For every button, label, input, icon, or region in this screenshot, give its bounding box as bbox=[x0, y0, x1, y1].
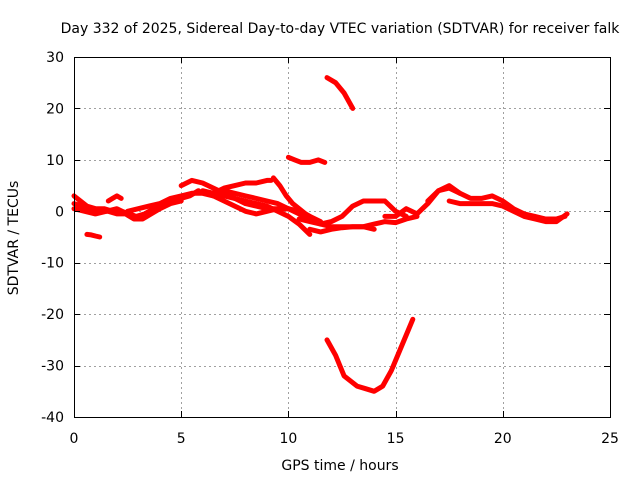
series-arc-5 bbox=[105, 193, 124, 204]
series-arc-14 bbox=[307, 213, 420, 235]
y-tick-label: -30 bbox=[41, 359, 64, 375]
y-tick-label: -20 bbox=[41, 307, 64, 323]
series-arc-16 bbox=[324, 316, 416, 394]
axis-ticks bbox=[74, 57, 610, 417]
y-tick-label: 10 bbox=[46, 153, 64, 169]
y-tick-label: 20 bbox=[46, 101, 64, 117]
x-tick-label: 10 bbox=[279, 431, 297, 447]
x-tick-label: 25 bbox=[601, 431, 619, 447]
y-tick-label: -10 bbox=[41, 256, 64, 272]
grid bbox=[74, 57, 610, 417]
series-arc-4 bbox=[84, 231, 103, 240]
x-axis-label: GPS time / hours bbox=[281, 458, 398, 474]
series-arc-13 bbox=[296, 198, 409, 227]
y-axis-label: SDTVAR / TECUs bbox=[6, 181, 22, 296]
series-arc-19 bbox=[446, 198, 570, 225]
y-tick-label: 0 bbox=[55, 204, 64, 220]
plot-frame bbox=[74, 57, 611, 418]
y-tick-label: 30 bbox=[46, 50, 64, 66]
series-arc-17 bbox=[382, 183, 568, 222]
x-tick-label: 20 bbox=[494, 431, 512, 447]
series-arc-3 bbox=[71, 206, 137, 219]
x-tick-label: 0 bbox=[70, 431, 79, 447]
chart-title: Day 332 of 2025, Sidereal Day-to-day VTE… bbox=[61, 21, 621, 37]
y-tick-label: -40 bbox=[41, 410, 64, 426]
series-layer bbox=[71, 75, 570, 394]
series-arc-18 bbox=[425, 185, 463, 204]
series-arc-8 bbox=[200, 177, 274, 196]
x-tick-label: 5 bbox=[177, 431, 186, 447]
tick-labels: 0 5 10 15 20 25 -40 -30 -20 -10 0 10 20 30 bbox=[41, 50, 619, 447]
x-tick-label: 15 bbox=[387, 431, 405, 447]
series-arc-11 bbox=[270, 175, 313, 219]
series-arc-12 bbox=[285, 154, 328, 165]
series-arc-15 bbox=[324, 75, 356, 111]
